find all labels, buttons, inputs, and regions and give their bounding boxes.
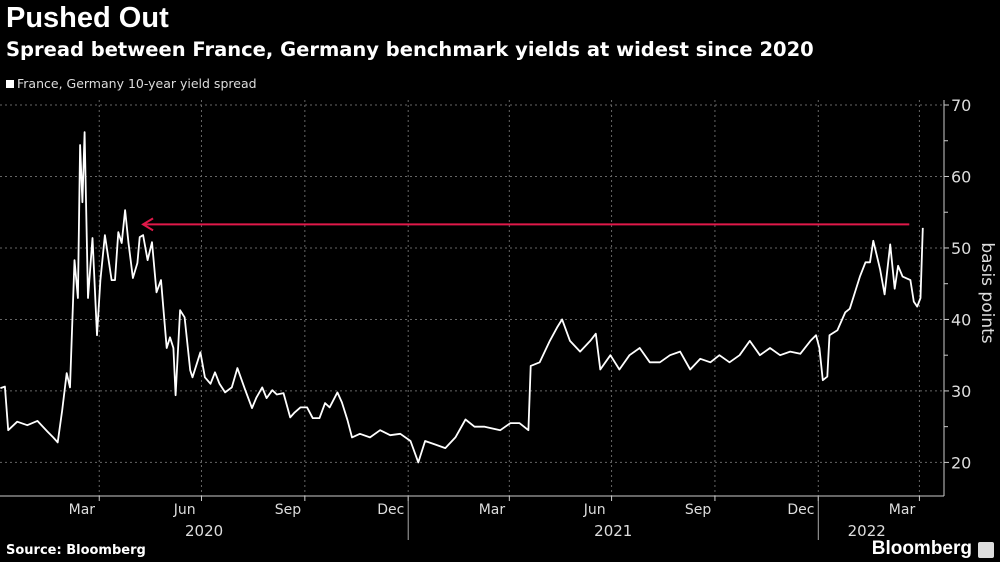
chart-title: Pushed Out xyxy=(6,2,169,34)
x-tick-label: Jun xyxy=(583,502,606,518)
series-line xyxy=(0,131,924,464)
x-tick-label: Dec xyxy=(377,502,404,518)
bloomberg-logo: Bloomberg xyxy=(871,538,972,559)
x-tick-label: Sep xyxy=(685,502,712,518)
x-tick-label: Dec xyxy=(787,502,814,518)
x-tick-label: Jun xyxy=(173,502,196,518)
source-note: Source: Bloomberg xyxy=(6,543,146,558)
y-tick-label: 60 xyxy=(951,167,971,186)
legend-label: France, Germany 10-year yield spread xyxy=(17,76,257,91)
y-axis-label: basis points xyxy=(977,242,997,343)
y-tick-label: 40 xyxy=(951,310,971,329)
legend: France, Germany 10-year yield spread xyxy=(6,76,257,91)
annotation-arrowhead xyxy=(141,217,154,232)
x-tick-label: Mar xyxy=(69,502,96,518)
y-tick-label: 20 xyxy=(951,453,971,472)
bloomberg-chart-icon xyxy=(978,542,994,558)
y-tick-label: 50 xyxy=(951,239,971,258)
chart-subtitle: Spread between France, Germany benchmark… xyxy=(6,38,814,61)
y-tick-label: 70 xyxy=(951,96,971,115)
y-tick-label: 30 xyxy=(951,382,971,401)
x-year-label: 2021 xyxy=(594,522,632,540)
x-tick-label: Sep xyxy=(275,502,302,518)
x-year-label: 2020 xyxy=(185,522,223,540)
x-tick-label: Mar xyxy=(889,502,916,518)
x-tick-label: Mar xyxy=(479,502,506,518)
x-year-label: 2022 xyxy=(848,522,886,540)
legend-swatch xyxy=(6,79,14,88)
